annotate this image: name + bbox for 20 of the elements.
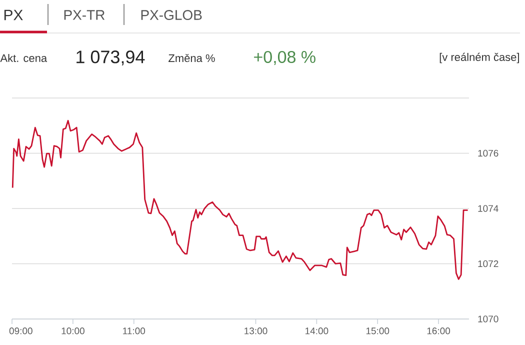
y-tick-label: 1076 <box>478 150 498 157</box>
x-tick-label: 11:00 <box>123 328 146 334</box>
text: Akt. cena <box>0 54 48 62</box>
x-tick-label: 13:00 <box>244 328 268 334</box>
text: Změna % <box>168 54 215 62</box>
x-tick-label: 09:00 <box>9 328 32 334</box>
text: 1 073,94 <box>76 50 145 66</box>
y-tick-label: 1072 <box>478 260 498 268</box>
text: PX <box>4 10 23 20</box>
y-tick-label: 1070 <box>478 316 498 322</box>
x-tick-label: 10:00 <box>62 328 84 334</box>
y-tick-label: 1074 <box>478 205 498 212</box>
line-series <box>12 120 468 280</box>
x-tick-label: 16:00 <box>427 328 450 334</box>
text: PX-GLOB <box>141 10 202 20</box>
text: [v reálném čase] <box>440 52 519 64</box>
x-tick-label: 14:00 <box>306 328 328 334</box>
text: +0,08 % <box>254 50 316 66</box>
text: PX-TR <box>64 10 105 20</box>
x-tick-label: 15:00 <box>366 328 390 334</box>
